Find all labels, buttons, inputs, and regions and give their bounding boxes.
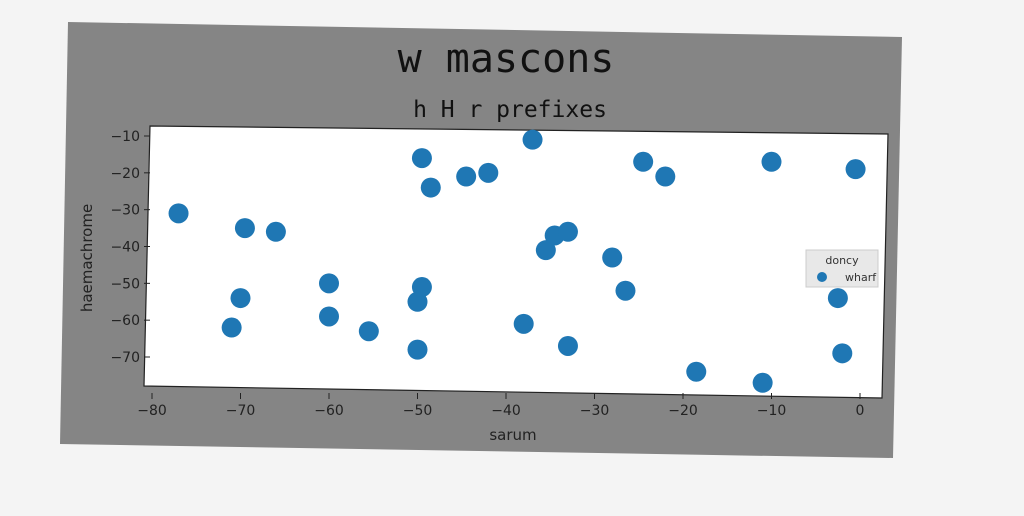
data-point [358, 321, 379, 342]
data-point [615, 280, 636, 301]
legend-marker [817, 272, 827, 282]
data-point [319, 306, 339, 327]
x-tick-label: −30 [580, 403, 610, 419]
data-point [513, 313, 534, 334]
legend: doncy wharf [805, 249, 879, 288]
data-point [557, 221, 578, 242]
data-point [535, 240, 556, 261]
y-tick-label: −20 [110, 166, 140, 182]
y-tick-label: −70 [110, 350, 140, 366]
data-point [411, 148, 432, 169]
x-tick-label: −80 [137, 403, 167, 419]
data-point [319, 273, 339, 294]
data-point [655, 166, 676, 187]
data-points [168, 129, 866, 393]
data-point [407, 339, 428, 360]
data-point [265, 221, 286, 242]
plot-area [143, 125, 889, 399]
legend-entry-wharf: wharf [845, 271, 877, 284]
x-tick-label: −70 [226, 403, 256, 419]
data-point [761, 151, 782, 172]
x-tick-label: −20 [668, 403, 698, 419]
chart-title: w mascons [398, 36, 615, 82]
y-tick-label: −30 [110, 203, 140, 219]
x-tick-label: −50 [403, 403, 433, 419]
data-point [827, 288, 848, 309]
y-axis: −10 −20 −30 −40 −50 −60 −70 [110, 129, 150, 366]
data-point [686, 361, 707, 382]
data-point [230, 288, 251, 309]
x-axis-label: sarum [489, 426, 536, 444]
y-tick-label: −40 [110, 240, 140, 256]
data-point [845, 159, 866, 180]
data-point [557, 335, 578, 356]
data-point [832, 343, 853, 364]
data-point [633, 151, 654, 172]
x-tick-label: 0 [856, 403, 865, 419]
data-point [221, 317, 242, 338]
x-tick-label: −40 [491, 403, 521, 419]
data-point [234, 218, 255, 239]
data-point [411, 277, 432, 298]
x-tick-label: −60 [314, 403, 344, 419]
y-tick-label: −60 [110, 313, 140, 329]
legend-box [805, 249, 879, 288]
data-point [456, 166, 477, 187]
y-tick-label: −10 [110, 129, 140, 145]
legend-title: doncy [825, 254, 859, 267]
chart-subtitle: h H r prefixes [413, 97, 607, 123]
data-point [602, 247, 623, 268]
data-point [522, 129, 543, 150]
data-point [478, 162, 499, 183]
y-tick-label: −50 [110, 276, 140, 292]
data-point [168, 203, 189, 224]
x-tick-label: −10 [757, 403, 787, 419]
data-point [752, 372, 773, 393]
data-point [420, 177, 441, 198]
y-axis-label: haemachrome [78, 204, 96, 312]
x-axis: −80 −70 −60 −50 −40 −30 −20 −10 0 [137, 393, 864, 419]
